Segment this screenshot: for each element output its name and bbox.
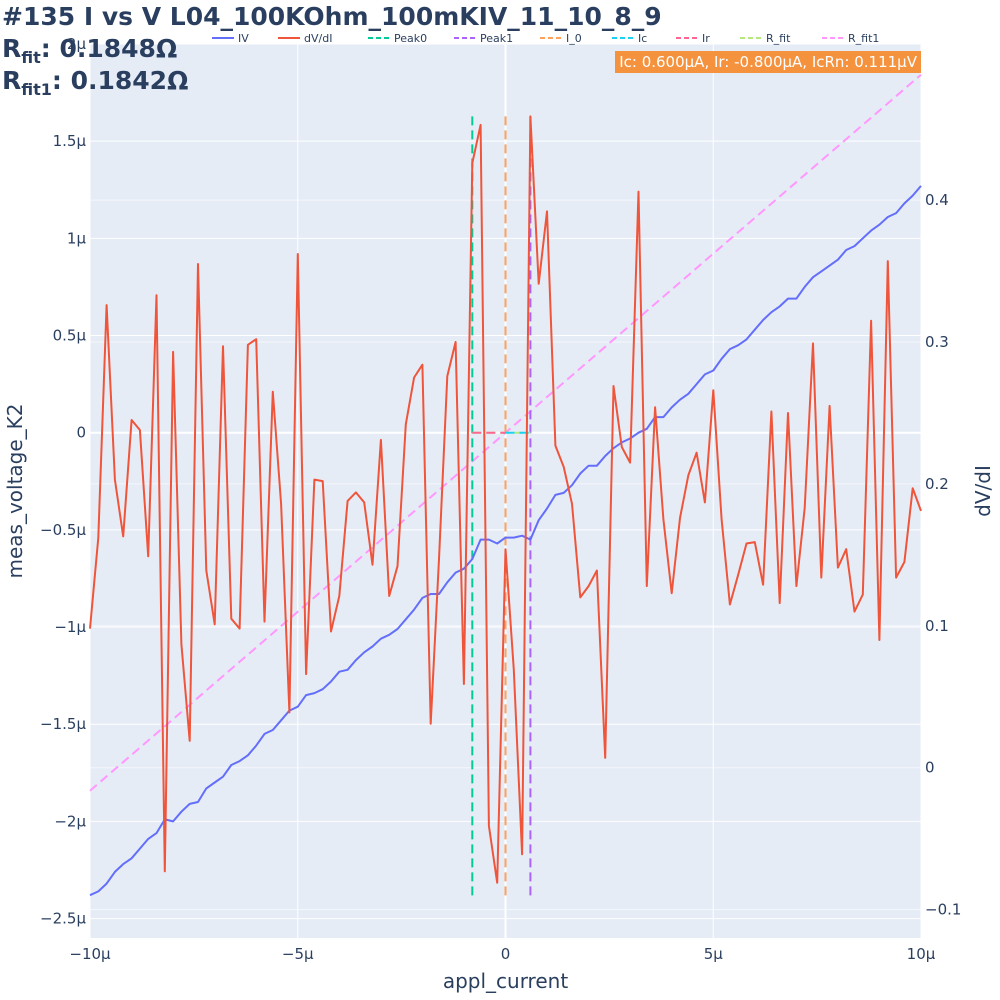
x-tick-label: 10μ	[907, 945, 936, 963]
y2-tick-label: 0.4	[925, 191, 949, 209]
rfit-readout: Rfit: 0.1848Ω	[2, 34, 177, 67]
rfit1-sub: fit1	[21, 80, 52, 99]
rfit1-label: R	[2, 66, 22, 95]
y-tick-label: 2μ	[67, 35, 87, 53]
y-tick-label: 1μ	[67, 229, 87, 247]
ic-ir-annotation: Ic: 0.600μA, Ir: -0.800μA, IcRn: 0.111μV	[615, 51, 921, 73]
legend-label: Ic	[638, 32, 647, 45]
y-tick-label: −2μ	[54, 812, 86, 830]
legend-label: R_fit1	[848, 32, 879, 45]
rfit-value: : 0.1848Ω	[40, 34, 178, 63]
legend-label: R_fit	[766, 32, 791, 45]
y2-tick-label: 0.1	[925, 617, 949, 635]
chart-title: #135 I vs V L04_100KOhm_100mKIV_11_10_8_…	[2, 2, 662, 31]
legend-item-peak0[interactable]: Peak0	[368, 32, 427, 45]
legend-item-dv-di[interactable]: dV/dI	[278, 32, 332, 45]
y2-tick-label: 0.2	[925, 475, 949, 493]
y-tick-label: −2.5μ	[40, 910, 86, 928]
rfit1-value: : 0.1842Ω	[51, 66, 189, 95]
legend-label: Peak0	[394, 32, 427, 45]
rfit1-readout: Rfit1: 0.1842Ω	[2, 66, 188, 99]
legend[interactable]: IV dV/dI Peak0 Peak1 I_0 Ic Ir R_fit R_fit1	[212, 32, 879, 45]
legend-item-r-fit[interactable]: R_fit	[740, 32, 791, 45]
legend-label: Ir	[702, 32, 710, 45]
series-iv	[89, 185, 922, 897]
x-tick-label: −5μ	[282, 945, 314, 963]
y-tick-label: 0	[76, 424, 86, 442]
y-axis-label: meas_voltage_K2	[3, 403, 27, 578]
y-tick-label: −1μ	[54, 618, 86, 636]
y-tick-label: −1.5μ	[40, 715, 86, 733]
legend-item-ir[interactable]: Ir	[676, 32, 710, 45]
y-tick-labels: −2.5μ −2μ −1.5μ −1μ −0.5μ 0 0.5μ 1μ 1.5μ 2μ	[40, 35, 86, 928]
x-tick-label: 0	[501, 945, 511, 963]
legend-item-i-0[interactable]: I_0	[540, 32, 582, 45]
legend-label: I_0	[566, 32, 582, 45]
legend-item-iv[interactable]: IV	[212, 32, 249, 45]
legend-item-peak1[interactable]: Peak1	[454, 32, 513, 45]
legend-item-r-fit1[interactable]: R_fit1	[822, 32, 879, 45]
y2-tick-labels: −0.1 0 0.1 0.2 0.3 0.4	[925, 191, 961, 919]
x-axis-label: appl_current	[443, 969, 569, 993]
y2-axis-label: dV/dI	[971, 465, 995, 517]
y-tick-label: −0.5μ	[40, 521, 86, 539]
y2-tick-label: 0	[925, 759, 935, 777]
y2-tick-label: −0.1	[925, 901, 961, 919]
y-tick-label: 0.5μ	[53, 327, 87, 345]
rfit-sub: fit	[21, 48, 41, 67]
x-tick-labels: −10μ −5μ 0 5μ 10μ	[69, 945, 935, 963]
y2-tick-label: 0.3	[925, 333, 949, 351]
y-tick-label: 1.5μ	[53, 132, 87, 150]
traces	[89, 73, 922, 897]
legend-label: Peak1	[480, 32, 513, 45]
series-dv-di	[89, 115, 922, 884]
legend-item-ic[interactable]: Ic	[612, 32, 647, 45]
rfit-label: R	[2, 34, 22, 63]
legend-label: IV	[238, 32, 249, 45]
x-tick-label: −10μ	[69, 945, 111, 963]
x-tick-label: 5μ	[704, 945, 724, 963]
legend-label: dV/dI	[304, 32, 332, 45]
